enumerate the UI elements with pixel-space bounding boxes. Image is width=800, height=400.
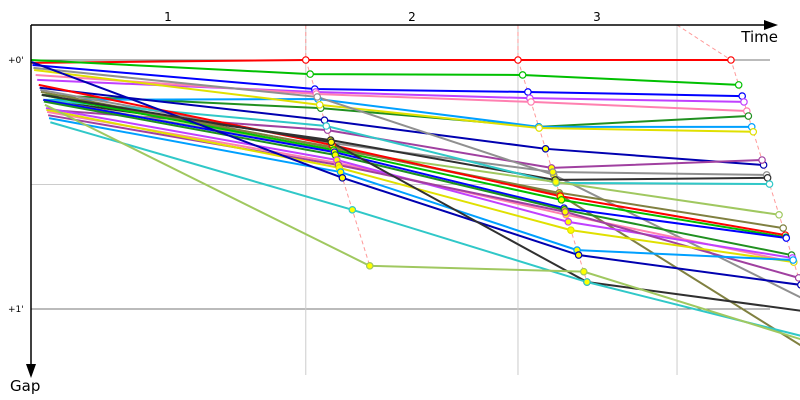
lap-marker (749, 127, 758, 136)
lap-label: 1 (164, 10, 172, 24)
series-line (41, 93, 787, 239)
lap-marker (518, 71, 527, 79)
series-line (41, 93, 800, 312)
lap-marker (564, 218, 573, 226)
series-line (44, 103, 800, 341)
series-line (46, 108, 794, 264)
series-line (41, 93, 800, 347)
series-line (43, 98, 752, 128)
lap-marker (794, 274, 800, 282)
series-line (35, 73, 747, 113)
lap-marker (301, 56, 310, 64)
series-line (33, 68, 754, 133)
lap-marker (765, 180, 774, 188)
lap-marker (549, 168, 557, 176)
grid (31, 25, 770, 375)
lap-marker (527, 98, 535, 106)
lap-crossing-line (676, 25, 800, 284)
series-line (40, 88, 767, 176)
series-line (32, 63, 743, 98)
x-axis-label: Time (740, 28, 778, 46)
lap-label: 2 (408, 10, 416, 24)
series-line (47, 114, 799, 279)
series-group (31, 59, 800, 347)
lap-marker (313, 93, 322, 101)
lap-marker (744, 112, 753, 120)
lap-marker (306, 70, 314, 78)
lap-marker (789, 256, 797, 264)
series-line (38, 83, 786, 237)
lap-marker (524, 88, 532, 96)
lap-marker (758, 156, 766, 164)
lap-marker (327, 138, 336, 146)
lap-marker (779, 224, 787, 232)
series-line (37, 78, 745, 103)
axes: Time Gap +0' +1' 1 2 3 (8, 10, 778, 395)
series-line (31, 59, 731, 64)
lap-marker (782, 234, 791, 242)
lap-marker (365, 262, 374, 270)
series-line (45, 107, 793, 259)
lap-marker (797, 281, 800, 289)
y-axis-arrow-icon (26, 364, 36, 378)
y-tick-label: +1' (8, 305, 24, 315)
lap-marker (763, 174, 772, 182)
lap-marker (557, 196, 566, 204)
lap-marker (727, 56, 735, 64)
lap-marker (561, 208, 569, 216)
lap-crossing-line (517, 25, 588, 283)
lap-marker (579, 267, 588, 276)
lap-marker (315, 101, 324, 109)
lap-marker (740, 98, 748, 106)
lap-marker (567, 226, 575, 234)
lap-marker (552, 178, 560, 186)
series-line (39, 86, 764, 166)
lap-marker (583, 278, 591, 286)
markers-group (301, 56, 800, 289)
lap-marker (734, 81, 743, 89)
series-line (43, 100, 792, 257)
y-tick-label: +0' (8, 56, 24, 66)
lap-marker (541, 145, 550, 153)
lap-marker (348, 206, 357, 214)
series-line (31, 59, 739, 86)
x-axis-arrow-icon (764, 20, 778, 30)
y-axis-label: Gap (10, 377, 40, 395)
series-line (43, 98, 787, 240)
lap-label: 3 (593, 10, 601, 24)
series-line (50, 121, 800, 337)
series-line (43, 98, 770, 186)
series-line (31, 61, 800, 286)
lap-marker (338, 174, 347, 182)
lap-marker (535, 124, 543, 132)
lap-marker (514, 56, 522, 64)
lap-marker (322, 122, 331, 130)
lap-marker (775, 210, 783, 219)
lap-marker (574, 251, 583, 259)
